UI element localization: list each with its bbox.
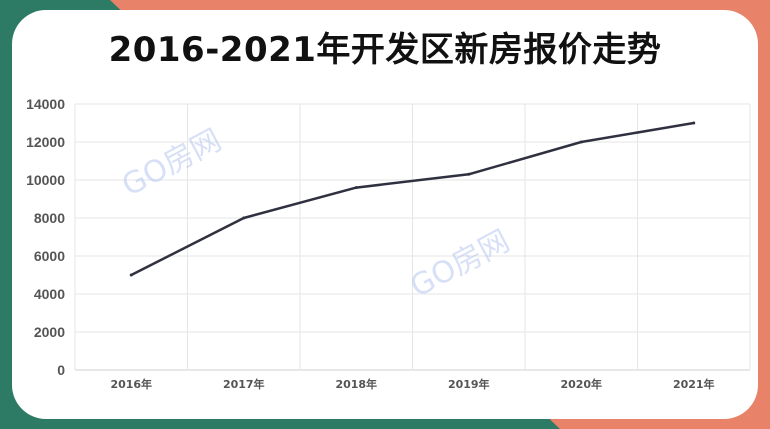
data-point-0-1 xyxy=(242,216,246,220)
series-line-0 xyxy=(130,121,695,277)
data-point-0-4 xyxy=(579,140,583,144)
chart-title: 2016-2021年开发区新房报价走势 xyxy=(108,30,662,70)
x-tick-label-5: 2021年 xyxy=(673,377,715,391)
watermarks: GO房网 GO房网 xyxy=(116,123,515,305)
y-tick-label-7: 14000 xyxy=(26,96,65,112)
data-point-0-2 xyxy=(354,186,358,190)
x-tick-label-1: 2017年 xyxy=(223,377,265,391)
watermark-2: GO房网 xyxy=(405,224,516,305)
watermark-1: GO房网 xyxy=(116,123,227,204)
data-point-0-5 xyxy=(692,121,696,125)
y-tick-label-0: 0 xyxy=(57,362,65,378)
y-tick-label-5: 10000 xyxy=(26,172,65,188)
data-point-0-3 xyxy=(467,172,471,176)
data-point-0-0 xyxy=(129,273,133,277)
y-tick-label-4: 8000 xyxy=(34,210,65,226)
y-tick-label-2: 4000 xyxy=(34,286,65,302)
x-tick-label-4: 2020年 xyxy=(560,377,602,391)
x-tick-label-2: 2018年 xyxy=(335,377,377,391)
y-tick-label-6: 12000 xyxy=(26,134,65,150)
y-tick-label-1: 2000 xyxy=(34,324,65,340)
grid-lines xyxy=(74,103,751,371)
x-axis-ticks: 2016年 2017年 2018年 2019年 2020年 2021年 xyxy=(110,377,714,391)
series-group xyxy=(129,121,696,277)
y-axis-ticks: 0 2000 4000 6000 8000 10000 12000 14000 xyxy=(26,96,65,378)
x-tick-label-3: 2019年 xyxy=(448,377,490,391)
y-tick-label-3: 6000 xyxy=(34,248,65,264)
chart-card xyxy=(12,10,758,419)
x-tick-label-0: 2016年 xyxy=(110,377,152,391)
